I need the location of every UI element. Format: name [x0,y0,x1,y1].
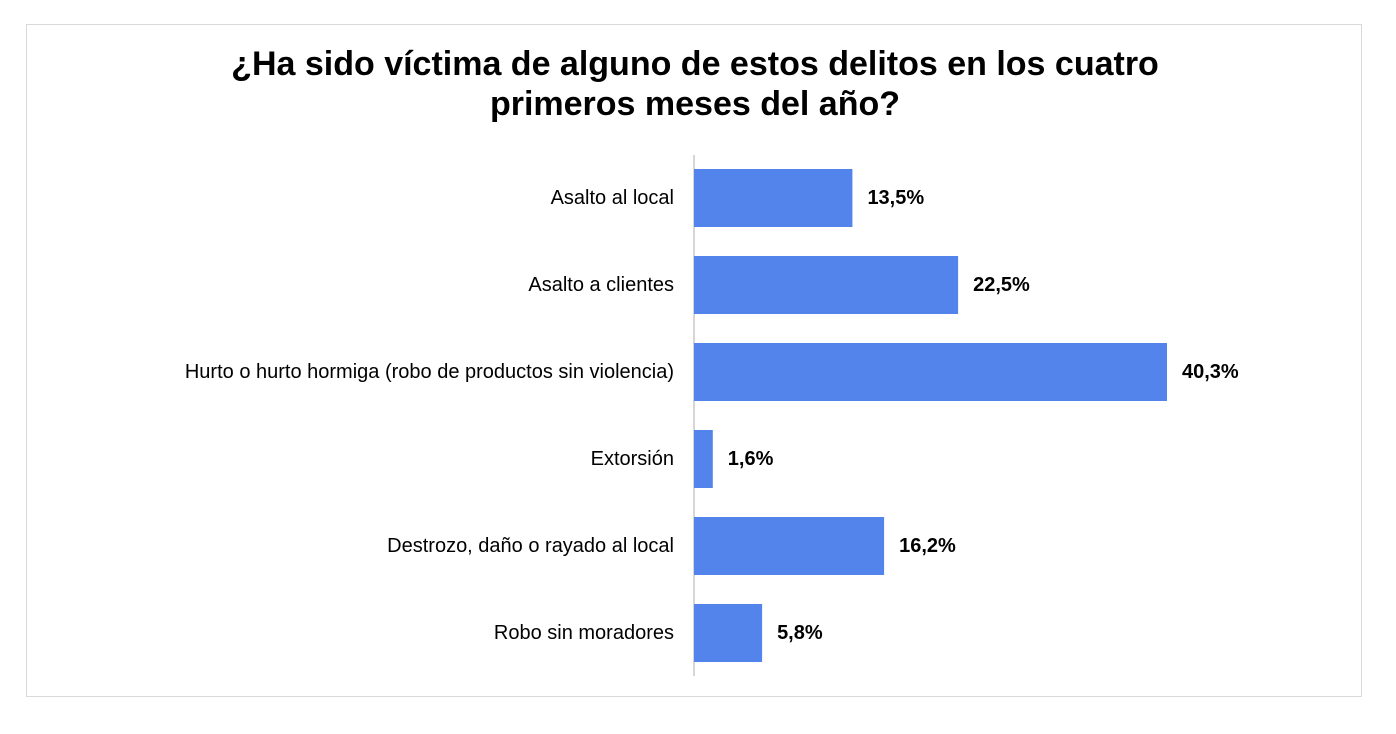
data-label: 16,2% [899,535,956,557]
category-label: Robo sin moradores [494,622,674,644]
category-label: Extorsión [591,448,674,470]
bar-group: Hurto o hurto hormiga (robo de productos… [185,343,1239,401]
category-label: Hurto o hurto hormiga (robo de productos… [185,361,674,383]
bar [694,169,853,227]
bar [694,430,713,488]
bar-group: Destrozo, daño o rayado al local 16,2% [387,517,956,575]
category-label: Asalto a clientes [528,274,674,296]
data-label: 22,5% [973,274,1030,296]
bar [694,343,1167,401]
bar-group: Robo sin moradores 5,8% [494,604,823,662]
data-label: 5,8% [777,622,823,644]
bar-group: Extorsión 1,6% [591,430,774,488]
bar-group: Asalto al local 13,5% [551,169,924,227]
chart-title-line-2: primeros meses del año? [489,85,901,123]
category-label: Asalto al local [551,187,674,209]
data-label: 1,6% [728,448,774,470]
data-label: 40,3% [1182,361,1239,383]
bar [694,517,885,575]
data-label: 13,5% [867,187,924,209]
bar [694,604,763,662]
chart-title-line-1: ¿Ha sido víctima de alguno de estos deli… [231,45,1159,83]
chart-title: ¿Ha sido víctima de alguno de estos deli… [0,44,1390,124]
bar-group: Asalto a clientes 22,5% [528,256,1030,314]
bar [694,256,959,314]
category-label: Destrozo, daño o rayado al local [387,535,674,557]
